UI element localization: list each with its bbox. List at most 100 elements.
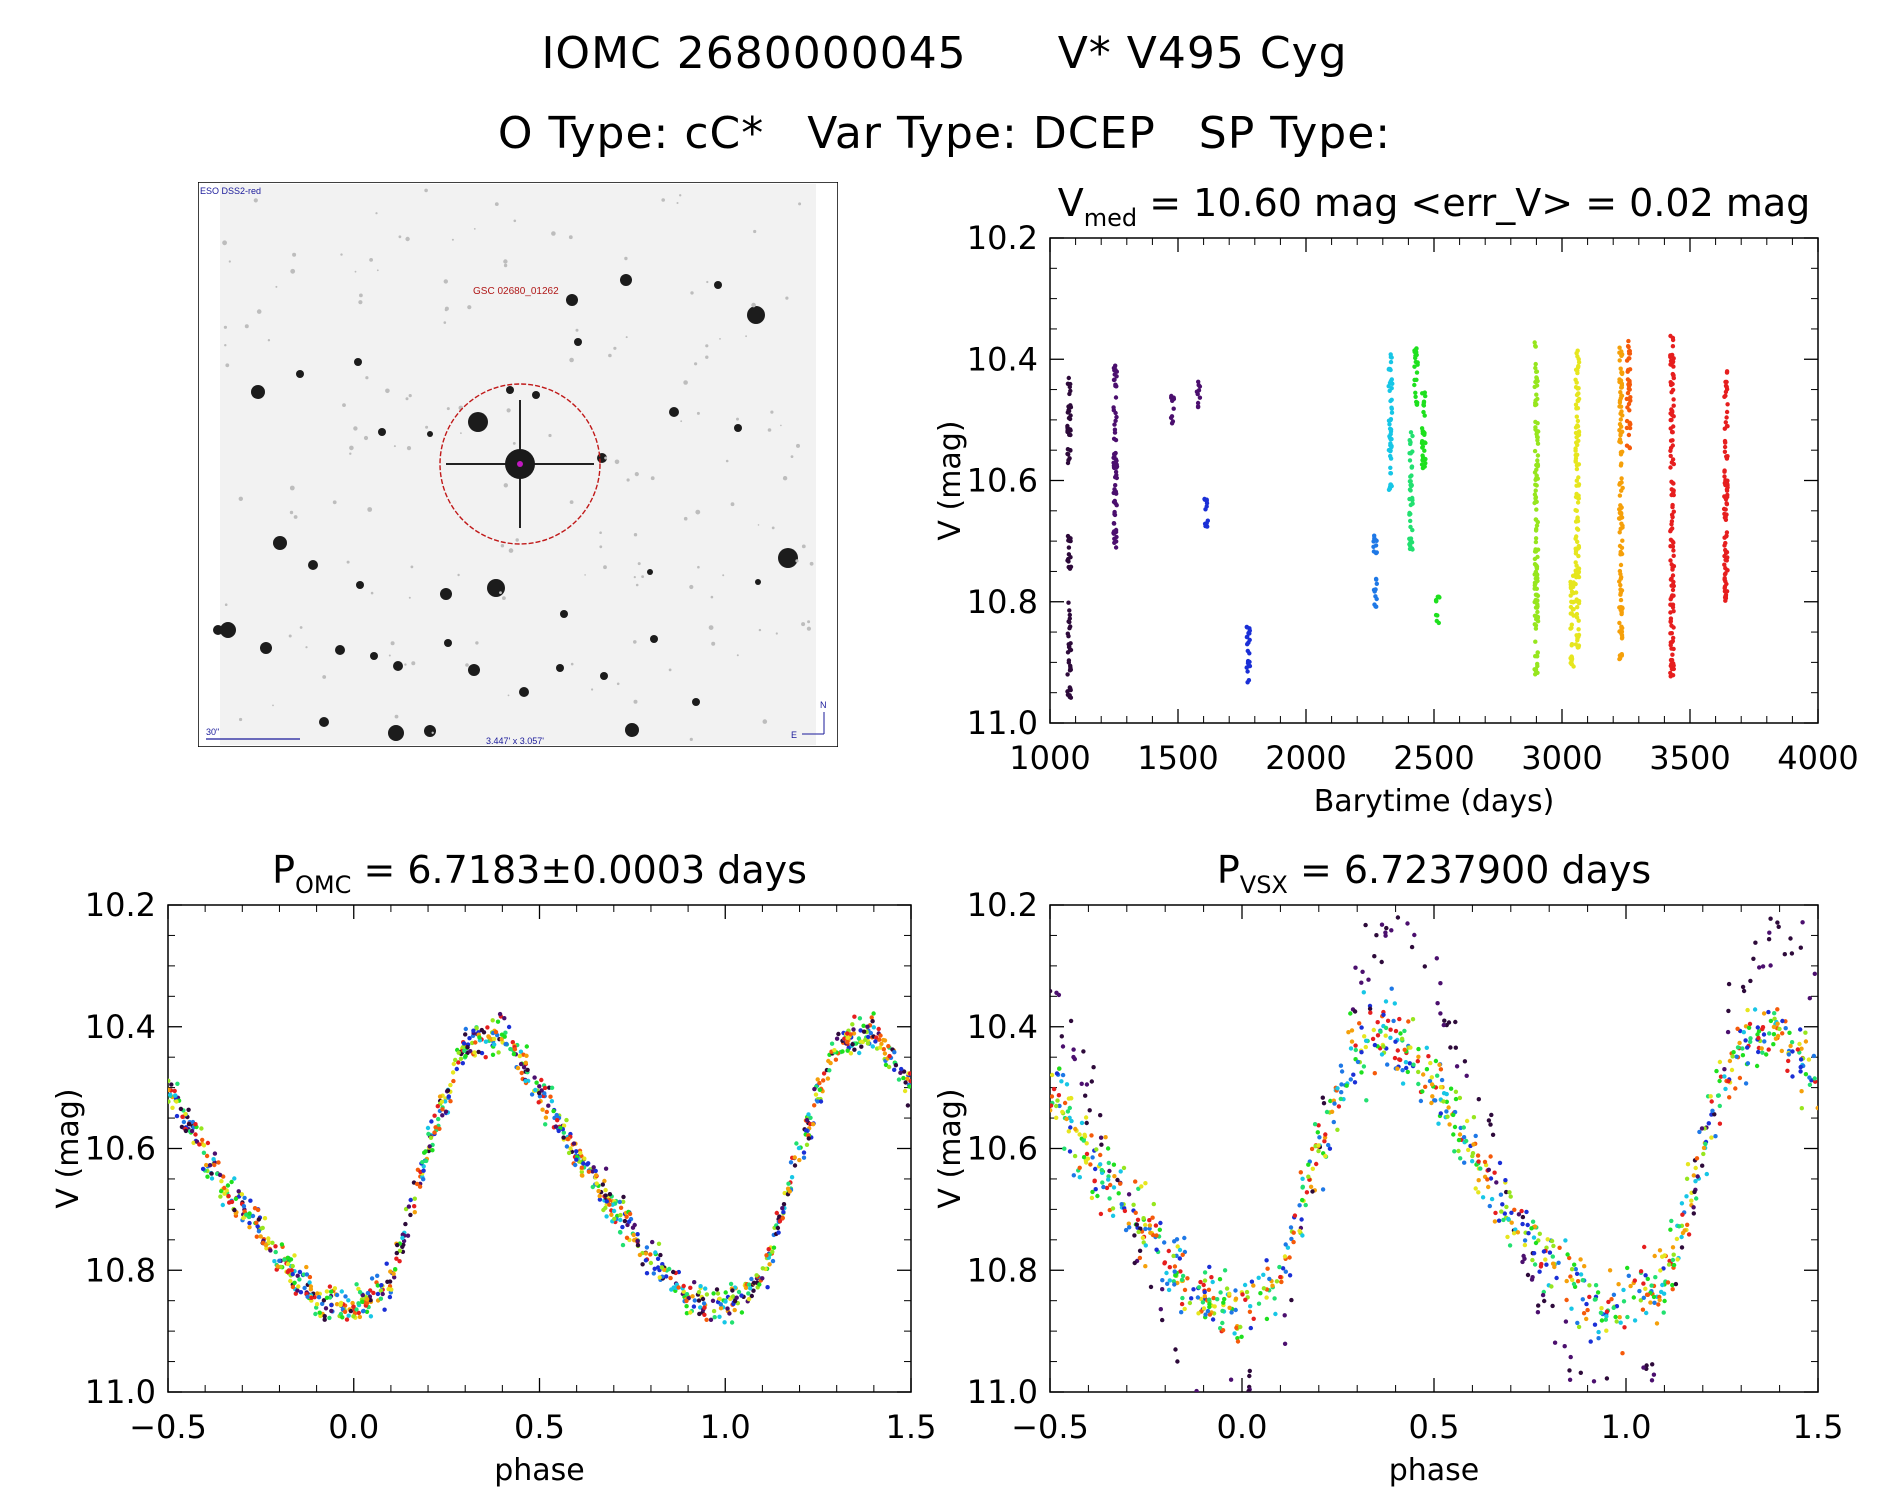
- data-point: [1158, 1307, 1164, 1312]
- data-point: [1501, 1217, 1506, 1223]
- data-point: [1497, 1160, 1503, 1166]
- data-point: [309, 1295, 314, 1301]
- faint-star: [290, 268, 296, 274]
- data-point: [384, 1261, 389, 1266]
- data-point: [168, 1092, 173, 1098]
- data-point: [1668, 448, 1673, 453]
- data-point: [1207, 1304, 1212, 1310]
- data-point: [1618, 366, 1623, 371]
- data-point: [1799, 1046, 1804, 1051]
- data-point: [1777, 1026, 1782, 1032]
- data-point: [1098, 1113, 1103, 1118]
- data-point: [1525, 1222, 1530, 1228]
- data-point: [1573, 1267, 1579, 1272]
- data-point: [1111, 1185, 1117, 1190]
- data-point: [1375, 1033, 1381, 1038]
- data-point: [1611, 1305, 1616, 1311]
- data-point: [1150, 1215, 1155, 1220]
- data-point: [435, 1104, 440, 1109]
- data-point: [655, 1256, 661, 1262]
- data-point: [1604, 1376, 1610, 1381]
- data-point: [899, 1066, 904, 1072]
- data-point: [1407, 1061, 1413, 1066]
- data-point: [845, 1035, 850, 1041]
- data-point: [483, 1039, 489, 1044]
- data-point: [1452, 1124, 1458, 1130]
- data-point: [848, 1051, 854, 1056]
- data-point: [1575, 527, 1581, 532]
- data-point: [690, 1294, 695, 1299]
- data-point: [266, 1236, 271, 1241]
- data-point: [391, 1271, 396, 1277]
- data-point: [1151, 1201, 1157, 1207]
- data-point: [863, 1037, 868, 1043]
- data-point: [1408, 524, 1413, 530]
- data-point: [739, 1310, 745, 1315]
- data-point: [1618, 587, 1623, 592]
- field-star: [574, 338, 582, 346]
- data-point: [468, 1049, 473, 1054]
- chart-title-main: V: [1058, 181, 1084, 225]
- data-point: [1756, 1029, 1762, 1034]
- data-point: [1724, 530, 1730, 535]
- data-point: [302, 1285, 307, 1291]
- data-point: [1446, 1020, 1452, 1025]
- data-point: [537, 1090, 542, 1096]
- data-point: [1424, 1045, 1430, 1051]
- data-point: [652, 1266, 657, 1272]
- data-point: [1160, 1287, 1165, 1292]
- data-point: [1511, 1231, 1517, 1236]
- data-point: [1353, 965, 1358, 970]
- field-star: [273, 536, 287, 550]
- data-point: [254, 1234, 259, 1239]
- data-point: [1533, 365, 1538, 371]
- data-point: [657, 1275, 662, 1280]
- data-point: [698, 1284, 703, 1289]
- faint-star: [406, 446, 412, 451]
- data-point: [1762, 1039, 1767, 1044]
- data-point: [828, 1060, 833, 1066]
- data-point: [1619, 450, 1624, 455]
- data-point: [852, 1047, 857, 1052]
- data-point: [1533, 539, 1539, 545]
- data-point: [815, 1077, 820, 1082]
- data-point: [1603, 1317, 1609, 1322]
- faint-star: [404, 663, 407, 666]
- data-point: [1576, 496, 1582, 501]
- data-point: [1237, 1398, 1241, 1402]
- data-point: [334, 1292, 340, 1298]
- data-point: [304, 1272, 310, 1277]
- data-point: [227, 1200, 232, 1205]
- data-point: [344, 1317, 350, 1322]
- data-point: [1701, 1151, 1706, 1157]
- data-point: [1324, 1109, 1330, 1115]
- data-point: [518, 1061, 524, 1067]
- data-point: [792, 1155, 797, 1160]
- data-point: [1488, 1122, 1493, 1127]
- field-star: [468, 412, 488, 432]
- data-point: [1179, 1277, 1185, 1283]
- faint-star: [591, 688, 594, 691]
- data-point: [1757, 965, 1762, 970]
- data-point: [272, 1259, 277, 1264]
- faint-star: [637, 562, 641, 566]
- data-point: [781, 1210, 786, 1215]
- data-point: [511, 1051, 517, 1057]
- data-point: [1079, 1120, 1085, 1126]
- data-point: [1768, 916, 1773, 921]
- data-point: [770, 1249, 775, 1255]
- data-point: [580, 1173, 585, 1178]
- data-point: [1574, 611, 1580, 617]
- data-point: [1112, 430, 1118, 435]
- data-point: [1709, 1135, 1714, 1140]
- data-point: [1668, 537, 1674, 542]
- data-point: [1722, 468, 1727, 473]
- data-point: [777, 1219, 783, 1224]
- data-point: [1289, 1236, 1294, 1242]
- data-point: [549, 1085, 555, 1091]
- data-point: [1619, 625, 1624, 630]
- data-point: [1575, 500, 1581, 505]
- data-point: [445, 1088, 451, 1093]
- data-point: [1233, 1307, 1238, 1313]
- data-point: [483, 1055, 488, 1060]
